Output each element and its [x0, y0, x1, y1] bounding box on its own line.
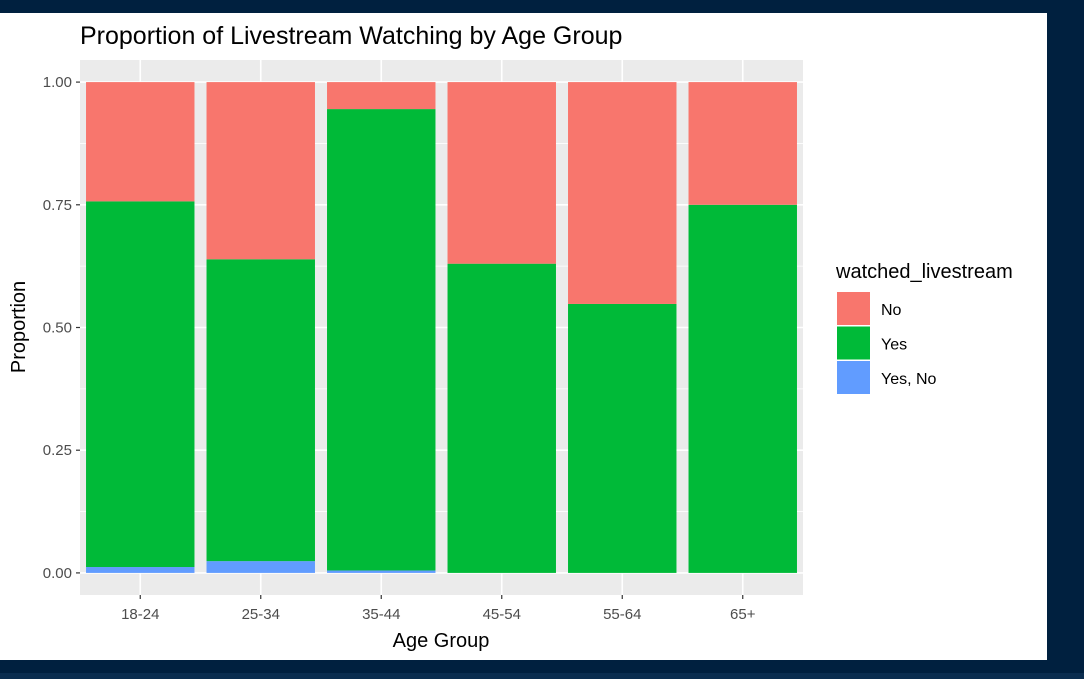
y-axis: 0.00 0.25 0.50 0.75 1.00 [43, 74, 80, 582]
bars [86, 82, 797, 573]
chart-title: Proportion of Livestream Watching by Age… [80, 22, 622, 50]
legend: watched_livestream No Yes Yes, No [835, 261, 1013, 394]
legend-title: watched_livestream [835, 261, 1013, 283]
window-frame-top [0, 0, 1084, 13]
bar-no [86, 82, 195, 202]
bar-yes [568, 303, 677, 573]
bar-yes-no [206, 561, 315, 573]
bar-no [688, 82, 797, 205]
window-frame-bottom [0, 673, 1084, 679]
y-tick-label: 0.75 [43, 197, 72, 214]
bar-no [206, 82, 315, 260]
chart: Proportion of Livestream Watching by Age… [8, 22, 1013, 652]
legend-label: No [881, 302, 902, 319]
legend-swatch [837, 326, 870, 360]
bar-yes [327, 109, 436, 571]
legend-items: No Yes Yes, No [837, 292, 937, 394]
x-axis-title: Age Group [393, 630, 490, 652]
bar-no [447, 82, 556, 264]
grid-minor [80, 143, 803, 512]
bar-yes [447, 263, 556, 573]
legend-swatch [837, 292, 870, 325]
legend-swatch [837, 361, 870, 394]
x-tick-label: 25-34 [242, 606, 280, 623]
y-tick-label: 0.00 [43, 565, 72, 582]
y-tick-label: 0.50 [43, 320, 72, 337]
bar-yes-no [327, 570, 436, 573]
legend-label: Yes, No [881, 371, 937, 388]
plot-panel: Proportion of Livestream Watching by Age… [0, 13, 1047, 660]
x-tick-label: 55-64 [603, 606, 641, 623]
legend-label: Yes [881, 337, 907, 354]
x-tick-label: 35-44 [362, 606, 400, 623]
x-axis: 18-24 25-34 35-44 45-54 55-64 65+ [121, 595, 756, 623]
bar-yes [86, 201, 195, 568]
bar-no [327, 82, 436, 110]
y-tick-label: 1.00 [43, 74, 72, 91]
bar-yes [206, 259, 315, 562]
bar-no [568, 82, 677, 304]
bar-yes-no [86, 567, 195, 573]
y-axis-title: Proportion [8, 281, 30, 373]
x-tick-label: 65+ [730, 606, 756, 623]
y-tick-label: 0.25 [43, 442, 72, 459]
x-tick-label: 18-24 [121, 606, 159, 623]
bar-yes [688, 204, 797, 573]
x-tick-label: 45-54 [483, 606, 521, 623]
